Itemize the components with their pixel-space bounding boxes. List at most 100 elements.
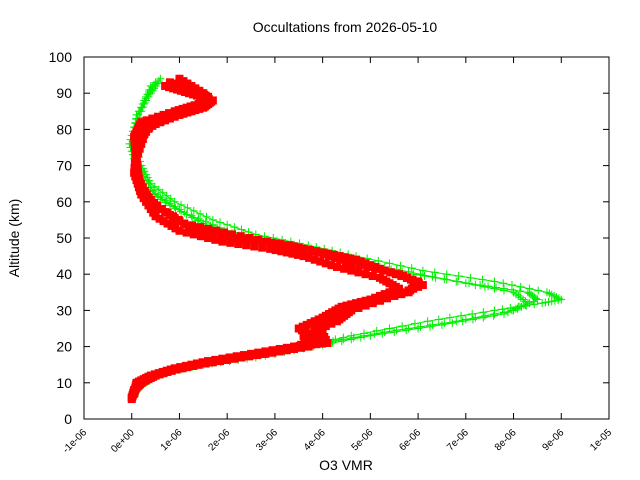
data-point-plus [161,196,170,205]
data-point-plus [492,283,501,292]
data-point-square [266,244,275,253]
data-point-plus [194,214,203,223]
data-point-plus [457,311,466,320]
data-point-square [271,246,280,255]
data-point-plus [187,211,196,220]
chart-title: Occultations from 2026-05-10 [253,19,438,35]
data-point-plus [142,94,151,103]
data-point-square [375,273,384,282]
data-point-square [275,345,284,354]
data-point-square [397,290,406,299]
data-point-plus [414,324,423,333]
data-point-plus [189,206,198,215]
data-point-square [188,221,197,230]
data-point-plus [542,288,551,297]
data-point-plus [461,279,470,288]
data-point-plus [143,90,152,99]
data-point-square [354,268,363,277]
data-point-plus [525,289,534,298]
data-point-plus [458,317,467,326]
data-point-plus [538,299,547,308]
x-tick-label: -1e-06 [61,427,90,456]
data-point-square [247,349,256,358]
data-point-square [175,74,184,83]
data-point-plus [398,322,407,331]
y-tick-label: 10 [56,375,72,391]
x-tick-label: 1e-05 [588,427,614,453]
data-point-square [306,340,315,349]
data-point-square [414,277,423,286]
data-point-plus [165,199,174,208]
data-point-square [321,259,330,268]
data-point-plus [523,288,532,297]
data-point-square [356,300,365,309]
data-point-square [368,297,377,306]
x-tick-label: 6e-06 [397,427,423,453]
data-point-square [170,364,179,373]
data-point-plus [452,277,461,286]
data-point-plus [507,306,516,315]
data-point-square [390,291,399,300]
data-point-plus [468,310,477,319]
data-point-square [250,242,259,251]
data-point-square [347,266,356,275]
data-point-plus [454,272,463,281]
data-point-square [312,340,321,349]
data-point-plus [370,329,379,338]
data-point-square [192,359,201,368]
data-point-square [352,255,361,264]
data-point-plus [516,282,525,291]
data-point-square [332,262,341,271]
data-point-plus [434,315,443,324]
data-point-plus [175,205,184,214]
data-point-square [352,302,361,311]
data-point-square [391,270,400,279]
data-point-square [286,242,295,251]
data-point-plus [407,264,416,273]
data-point-square [340,253,349,262]
data-point-plus [511,304,520,313]
data-point-square [371,262,380,271]
data-point-square [181,361,190,370]
y-axis: 0 10 20 30 40 50 60 70 80 90 100 [49,49,609,427]
data-point-square [239,351,248,360]
data-point-square [148,114,157,123]
data-point-square [212,226,221,235]
data-point-square [268,346,277,355]
y-tick-label: 80 [56,121,72,137]
data-point-plus [471,281,480,290]
data-point-square [408,275,417,284]
data-point-square [261,347,270,356]
y-tick-label: 100 [49,49,73,65]
data-point-square [180,219,189,228]
data-point-square [310,326,319,335]
data-point-square [386,268,395,277]
data-point-plus [180,208,189,217]
data-point-plus [541,298,550,307]
data-point-plus [480,311,489,320]
data-point-square [312,247,321,256]
data-point-square [347,304,356,313]
data-point-square [204,224,213,233]
data-point-plus [347,335,356,344]
data-point-plus [156,193,165,202]
data-point-square [134,149,143,158]
data-point-square [318,248,327,257]
data-point-square [218,354,227,363]
data-point-square [342,306,351,315]
data-point-square [165,78,174,87]
data-point-plus [544,297,553,306]
data-point-plus [519,300,528,309]
data-point-square [138,135,147,144]
data-point-square [342,301,351,310]
data-point-square [254,235,263,244]
data-point-square [271,239,280,248]
y-tick-label: 0 [64,411,72,427]
data-point-plus [468,315,477,324]
data-point-plus [430,268,439,277]
data-point-square [375,264,384,273]
data-point-square [220,228,228,237]
data-point-square [196,223,205,232]
data-point-square [356,257,365,266]
